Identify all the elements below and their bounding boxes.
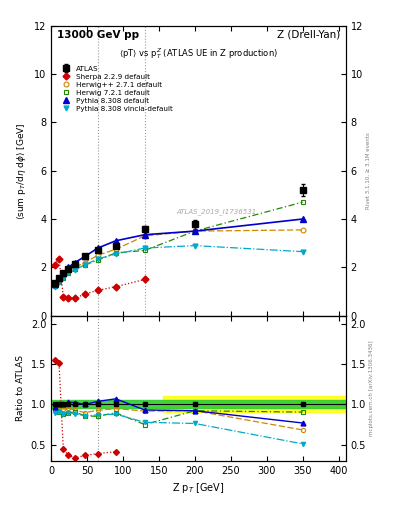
Y-axis label: Ratio to ATLAS: Ratio to ATLAS bbox=[16, 355, 25, 421]
Herwig++ 2.7.1 default bbox=[72, 264, 77, 270]
Pythia 8.308 vincia-default bbox=[66, 270, 71, 276]
Herwig 7.2.1 default bbox=[57, 279, 61, 285]
Herwig++ 2.7.1 default bbox=[61, 273, 66, 279]
Herwig 7.2.1 default bbox=[61, 275, 66, 281]
Herwig 7.2.1 default bbox=[142, 247, 147, 253]
Pythia 8.308 vincia-default bbox=[72, 267, 77, 273]
Sherpa 2.2.9 default bbox=[142, 276, 147, 283]
Sherpa 2.2.9 default bbox=[52, 262, 57, 268]
Sherpa 2.2.9 default bbox=[72, 295, 77, 302]
Pythia 8.308 default bbox=[142, 231, 147, 238]
Pythia 8.308 default bbox=[83, 253, 87, 260]
Sherpa 2.2.9 default bbox=[114, 284, 118, 290]
Pythia 8.308 vincia-default bbox=[142, 245, 147, 251]
Herwig 7.2.1 default bbox=[300, 199, 305, 205]
Pythia 8.308 vincia-default bbox=[193, 243, 197, 249]
Herwig++ 2.7.1 default bbox=[66, 268, 71, 274]
Herwig++ 2.7.1 default bbox=[193, 228, 197, 234]
Pythia 8.308 default bbox=[300, 216, 305, 222]
Herwig++ 2.7.1 default bbox=[57, 276, 61, 283]
Herwig 7.2.1 default bbox=[52, 283, 57, 289]
Herwig++ 2.7.1 default bbox=[114, 246, 118, 252]
Text: $\langle$pT$\rangle$ vs p$_T^Z$ (ATLAS UE in Z production): $\langle$pT$\rangle$ vs p$_T^Z$ (ATLAS U… bbox=[119, 46, 278, 61]
Pythia 8.308 default bbox=[52, 281, 57, 287]
Bar bbox=[51, 400, 346, 409]
Herwig++ 2.7.1 default bbox=[83, 260, 87, 266]
Pythia 8.308 default bbox=[66, 264, 71, 270]
Line: Herwig 7.2.1 default: Herwig 7.2.1 default bbox=[52, 200, 305, 288]
Pythia 8.308 vincia-default bbox=[57, 279, 61, 285]
Y-axis label: Rivet 3.1.10, ≥ 3.1M events: Rivet 3.1.10, ≥ 3.1M events bbox=[366, 132, 371, 209]
Line: Sherpa 2.2.9 default: Sherpa 2.2.9 default bbox=[52, 257, 147, 301]
Herwig++ 2.7.1 default bbox=[52, 280, 57, 286]
Sherpa 2.2.9 default bbox=[66, 295, 71, 302]
Pythia 8.308 default bbox=[61, 270, 66, 276]
Pythia 8.308 default bbox=[95, 245, 100, 251]
Text: 13000 GeV pp: 13000 GeV pp bbox=[57, 30, 139, 40]
Herwig 7.2.1 default bbox=[83, 262, 87, 268]
Legend: ATLAS, Sherpa 2.2.9 default, Herwig++ 2.7.1 default, Herwig 7.2.1 default, Pythi: ATLAS, Sherpa 2.2.9 default, Herwig++ 2.… bbox=[58, 64, 175, 114]
Pythia 8.308 default bbox=[57, 275, 61, 281]
Pythia 8.308 default bbox=[193, 228, 197, 234]
Sherpa 2.2.9 default bbox=[57, 256, 61, 262]
Y-axis label: mcplots.cern.ch [arXiv:1306.3436]: mcplots.cern.ch [arXiv:1306.3436] bbox=[369, 340, 374, 436]
Sherpa 2.2.9 default bbox=[61, 294, 66, 300]
Pythia 8.308 vincia-default bbox=[83, 262, 87, 268]
Text: Z (Drell-Yan): Z (Drell-Yan) bbox=[277, 30, 340, 40]
Pythia 8.308 vincia-default bbox=[61, 275, 66, 281]
Line: Pythia 8.308 default: Pythia 8.308 default bbox=[52, 216, 305, 287]
Line: Herwig++ 2.7.1 default: Herwig++ 2.7.1 default bbox=[52, 227, 305, 286]
X-axis label: Z p$_T$ [GeV]: Z p$_T$ [GeV] bbox=[172, 481, 225, 495]
Sherpa 2.2.9 default bbox=[95, 287, 100, 293]
Line: Pythia 8.308 vincia-default: Pythia 8.308 vincia-default bbox=[52, 243, 305, 289]
Bar bbox=[163, 396, 346, 413]
Pythia 8.308 vincia-default bbox=[52, 284, 57, 290]
Herwig++ 2.7.1 default bbox=[95, 252, 100, 259]
Herwig 7.2.1 default bbox=[114, 250, 118, 256]
Pythia 8.308 vincia-default bbox=[114, 251, 118, 257]
Pythia 8.308 vincia-default bbox=[95, 256, 100, 262]
Herwig 7.2.1 default bbox=[95, 257, 100, 263]
Pythia 8.308 default bbox=[114, 238, 118, 244]
Herwig 7.2.1 default bbox=[72, 266, 77, 272]
Herwig 7.2.1 default bbox=[66, 270, 71, 276]
Text: ATLAS_2019_I1736531: ATLAS_2019_I1736531 bbox=[176, 208, 256, 215]
Pythia 8.308 vincia-default bbox=[300, 249, 305, 255]
Herwig 7.2.1 default bbox=[193, 228, 197, 234]
Pythia 8.308 default bbox=[72, 260, 77, 266]
Y-axis label: $\langle$sum p$_T$/d$\eta$ d$\phi\rangle$ [GeV]: $\langle$sum p$_T$/d$\eta$ d$\phi\rangle… bbox=[15, 122, 28, 220]
Sherpa 2.2.9 default bbox=[83, 291, 87, 297]
Herwig++ 2.7.1 default bbox=[142, 233, 147, 239]
Herwig++ 2.7.1 default bbox=[300, 227, 305, 233]
